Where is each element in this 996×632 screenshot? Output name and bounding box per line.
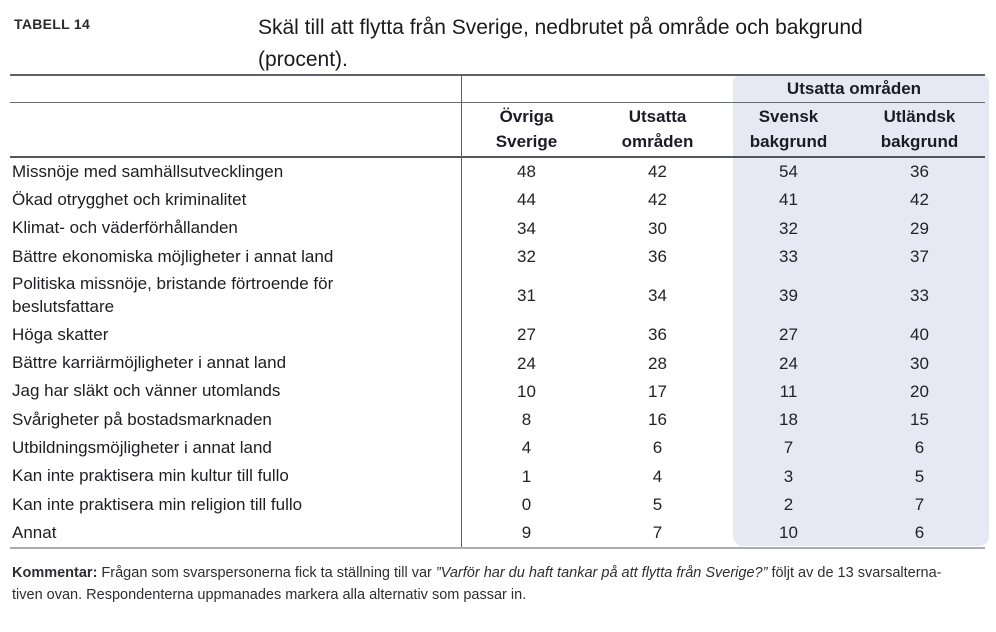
cell-value: 42 <box>648 190 667 210</box>
row-label: Politiska missnöje, bristande förtroende… <box>12 274 334 317</box>
table-row: Politiska missnöje, bristande förtroende… <box>10 271 985 321</box>
cell-value: 33 <box>779 247 798 267</box>
cell-value: 10 <box>779 523 798 543</box>
cell-value: 6 <box>652 438 663 458</box>
table-row: Höga skatter 27 36 27 40 <box>10 321 985 349</box>
row-label: Höga skatter <box>12 324 109 344</box>
cell-value: 48 <box>517 162 536 182</box>
cell-value: 10 <box>517 381 536 401</box>
cell-value: 7 <box>652 523 663 543</box>
cell-value: 39 <box>779 286 798 306</box>
comment-quote: ”Varför har du haft tankar på att flytta… <box>435 565 768 582</box>
cell-value: 37 <box>910 247 929 267</box>
cell-value: 8 <box>521 410 532 430</box>
row-label: Bättre ekonomiska möjligheter i annat la… <box>12 246 334 266</box>
cell-value: 1 <box>521 466 532 486</box>
cell-value: 24 <box>517 353 536 373</box>
cell-value: 4 <box>521 438 532 458</box>
utsatta-omraden-highlight-background <box>733 76 989 547</box>
cell-value: 5 <box>914 466 925 486</box>
cell-value: 6 <box>914 438 925 458</box>
column-header-utlandsk-bakgrund: Utländsk bakgrund <box>880 106 959 151</box>
cell-value: 20 <box>910 381 929 401</box>
cell-value: 7 <box>914 494 925 514</box>
comment-label: Kommentar: <box>12 565 98 582</box>
table-row: Svårigheter på bostadsmarknaden 8 16 18 … <box>10 406 985 434</box>
table-header: TABELL 14 Skäl till att flytta från Sver… <box>0 0 996 74</box>
cell-value: 34 <box>517 218 536 238</box>
cell-value: 34 <box>648 286 667 306</box>
table-row: Jag har släkt och vänner utomlands 10 17… <box>10 378 985 406</box>
table-row: Bättre ekonomiska möjligheter i annat la… <box>10 243 985 271</box>
table-number-tag: TABELL 14 <box>14 16 91 32</box>
cell-value: 4 <box>652 466 663 486</box>
cell-value: 6 <box>914 523 925 543</box>
cell-value: 32 <box>779 218 798 238</box>
cell-value: 16 <box>648 410 667 430</box>
table-row: Utbildningsmöjligheter i annat land 4 6 … <box>10 434 985 462</box>
cell-value: 42 <box>648 162 667 182</box>
cell-value: 3 <box>783 466 794 486</box>
row-label: Svårigheter på bostadsmarknaden <box>12 409 272 429</box>
cell-value: 9 <box>521 523 532 543</box>
cell-value: 24 <box>779 353 798 373</box>
row-label: Ökad otrygghet och kriminalitet <box>12 189 247 209</box>
cell-value: 42 <box>910 190 929 210</box>
table-row: Klimat- och väderförhållanden 34 30 32 2… <box>10 215 985 243</box>
table-title: Skäl till att flytta från Sverige, nedbr… <box>258 16 863 71</box>
group-header-utsatta-omraden: Utsatta områden <box>786 79 922 98</box>
column-header-svensk-bakgrund: Svensk bakgrund <box>749 106 828 151</box>
comment-text-post: följt av de 13 svarsalterna- tiven ovan.… <box>12 565 942 604</box>
cell-value: 7 <box>783 438 794 458</box>
cell-value: 17 <box>648 381 667 401</box>
comment-text-pre: Frågan som svarspersonerna fick ta ställ… <box>97 565 436 582</box>
cell-value: 33 <box>910 286 929 306</box>
table-row: Ökad otrygghet och kriminalitet 44 42 41… <box>10 186 985 214</box>
cell-value: 31 <box>517 286 536 306</box>
cell-value: 28 <box>648 353 667 373</box>
column-header-utsatta-omraden: Utsatta områden <box>621 106 694 151</box>
data-table: Utsatta områden Övriga Sverige Utsatta o… <box>10 74 989 550</box>
cell-value: 40 <box>910 325 929 345</box>
cell-value: 44 <box>517 190 536 210</box>
table-row: Kan inte praktisera min kultur till full… <box>10 463 985 491</box>
cell-value: 30 <box>648 218 667 238</box>
cell-value: 41 <box>779 190 798 210</box>
cell-value: 0 <box>521 494 532 514</box>
column-header-ovriga-sverige: Övriga Sverige <box>495 106 558 151</box>
column-header-row: Övriga Sverige Utsatta områden Svensk ba… <box>10 103 985 158</box>
cell-value: 27 <box>517 325 536 345</box>
cell-value: 54 <box>779 162 798 182</box>
row-label: Annat <box>12 522 57 542</box>
row-label: Missnöje med samhällsutvecklingen <box>12 161 284 181</box>
cell-value: 32 <box>517 247 536 267</box>
table-row: Bättre karriärmöjligheter i annat land 2… <box>10 349 985 377</box>
row-label: Bättre karriärmöjligheter i annat land <box>12 353 287 373</box>
row-label: Jag har släkt och vänner utomlands <box>12 381 281 401</box>
row-label: Kan inte praktisera min religion till fu… <box>12 494 303 514</box>
table-comment: Kommentar: Frågan som svarspersonerna fi… <box>12 563 984 607</box>
cell-value: 11 <box>779 381 798 401</box>
label-column-divider <box>461 76 462 548</box>
table-row: Kan inte praktisera min religion till fu… <box>10 491 985 519</box>
cell-value: 30 <box>910 353 929 373</box>
cell-value: 29 <box>910 218 929 238</box>
cell-value: 36 <box>648 325 667 345</box>
row-label: Utbildningsmöjligheter i annat land <box>12 437 272 457</box>
cell-value: 5 <box>652 494 663 514</box>
table-row: Annat 9 7 10 6 <box>10 519 985 547</box>
row-label: Klimat- och väderförhållanden <box>12 218 238 238</box>
group-header-row: Utsatta områden <box>10 76 985 103</box>
row-label: Kan inte praktisera min kultur till full… <box>12 466 289 486</box>
cell-value: 36 <box>648 247 667 267</box>
cell-value: 18 <box>779 410 798 430</box>
table-row: Missnöje med samhällsutvecklingen 48 42 … <box>10 158 985 186</box>
cell-value: 15 <box>910 410 929 430</box>
cell-value: 27 <box>779 325 798 345</box>
cell-value: 2 <box>783 494 794 514</box>
cell-value: 36 <box>910 162 929 182</box>
